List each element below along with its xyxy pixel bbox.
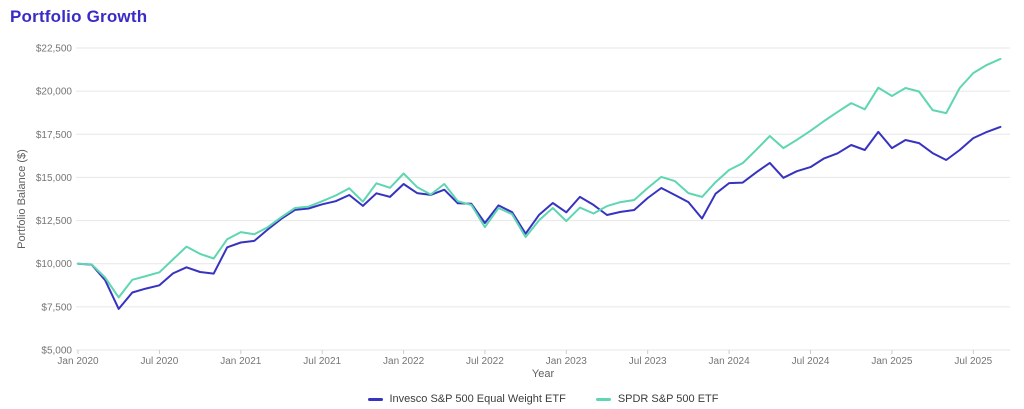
x-tick-label: Jul 2025 bbox=[954, 356, 992, 367]
y-tick-label: $20,000 bbox=[36, 87, 73, 98]
x-tick-label: Jan 2021 bbox=[220, 356, 262, 367]
y-tick-label: $5,000 bbox=[41, 346, 72, 357]
legend-label: Invesco S&P 500 Equal Weight ETF bbox=[389, 393, 566, 405]
x-tick-label: Jan 2023 bbox=[546, 356, 588, 367]
y-tick-label: $12,500 bbox=[36, 216, 73, 227]
page-title: Portfolio Growth bbox=[10, 7, 148, 26]
y-tick-label: $15,000 bbox=[36, 173, 73, 184]
x-axis-title: Year bbox=[532, 368, 555, 380]
legend-item-invesco[interactable]: Invesco S&P 500 Equal Weight ETF bbox=[367, 393, 566, 405]
series-line-invesco[interactable] bbox=[77, 125, 1002, 310]
y-tick-label: $7,500 bbox=[41, 302, 72, 313]
x-tick-label: Jul 2022 bbox=[466, 356, 504, 367]
series-line-spdr[interactable] bbox=[77, 57, 1002, 299]
x-tick-label: Jul 2020 bbox=[140, 356, 178, 367]
x-tick-label: Jan 2020 bbox=[57, 356, 99, 367]
legend-label: SPDR S&P 500 ETF bbox=[617, 393, 719, 405]
y-tick-label: $17,500 bbox=[36, 130, 73, 141]
invesco-line-marker-icon bbox=[367, 397, 383, 401]
chart-legend: Invesco S&P 500 Equal Weight ETF SPDR S&… bbox=[76, 393, 1010, 405]
y-axis-title: Portfolio Balance ($) bbox=[16, 149, 28, 249]
x-tick-label: Jul 2023 bbox=[629, 356, 667, 367]
legend-item-spdr[interactable]: SPDR S&P 500 ETF bbox=[595, 393, 719, 405]
x-tick-label: Jul 2024 bbox=[792, 356, 830, 367]
x-tick-label: Jan 2022 bbox=[383, 356, 425, 367]
x-tick-label: Jan 2024 bbox=[709, 356, 751, 367]
x-tick-label: Jan 2025 bbox=[871, 356, 913, 367]
spdr-line-marker-icon bbox=[595, 397, 611, 401]
y-tick-label: $10,000 bbox=[36, 259, 73, 270]
y-tick-label: $22,500 bbox=[36, 44, 73, 55]
x-tick-label: Jul 2021 bbox=[303, 356, 341, 367]
